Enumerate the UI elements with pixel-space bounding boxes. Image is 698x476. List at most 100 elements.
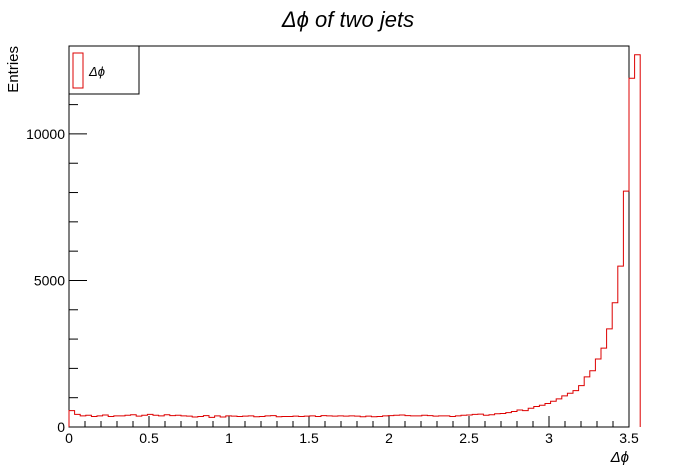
histogram-bin <box>489 415 495 427</box>
histogram-bin <box>467 415 473 427</box>
histogram-bin <box>119 416 125 427</box>
histogram-bin <box>461 415 467 427</box>
histogram-bin <box>114 416 120 427</box>
histogram-bin <box>523 411 529 427</box>
histogram-bin <box>601 348 607 427</box>
histogram-bin <box>310 416 316 427</box>
histogram-bin <box>433 416 439 427</box>
histogram-bin <box>635 55 641 427</box>
x-tick-label: 3.5 <box>619 430 639 446</box>
histogram-bin <box>383 416 389 427</box>
histogram-bin <box>629 78 635 427</box>
histogram-bin <box>321 416 327 427</box>
histogram-bin <box>539 405 545 427</box>
chart-title: Δϕ of two jets <box>281 7 414 32</box>
histogram-bin <box>556 399 562 427</box>
histogram-bin <box>254 417 260 427</box>
histogram-bin <box>551 401 557 427</box>
histogram-bin <box>293 416 299 427</box>
legend-swatch <box>72 52 84 89</box>
histogram-bin <box>444 416 450 427</box>
histogram-bin <box>483 415 489 427</box>
histogram-bin <box>332 416 338 427</box>
histogram-bin <box>388 416 394 427</box>
axes: 0 0.5 1 1.5 2 2.5 3 3.5 0 5000 10000 <box>26 45 639 446</box>
histogram-bin <box>131 415 137 427</box>
x-tick-label: 1 <box>225 430 233 446</box>
histogram-bin <box>478 414 484 427</box>
legend: Δϕ <box>68 45 140 95</box>
histogram-bin <box>170 416 176 427</box>
histogram-bin <box>203 416 209 427</box>
histogram-bin <box>343 416 349 427</box>
histogram-bin <box>237 416 243 427</box>
histogram-bin <box>276 417 282 427</box>
histogram-bin <box>355 416 361 427</box>
histogram-bin <box>595 359 601 427</box>
histogram-bin <box>534 406 540 427</box>
histogram-bin <box>618 266 624 427</box>
histogram-bin <box>590 371 596 427</box>
histogram-bin <box>366 416 372 427</box>
histogram-bin <box>97 416 103 427</box>
histogram-bin <box>377 416 383 427</box>
y-tick-label: 0 <box>57 419 65 435</box>
histogram-bin <box>265 416 271 427</box>
histogram-bin <box>159 416 165 427</box>
x-tick-label: 3 <box>545 430 553 446</box>
histogram-bin <box>282 416 288 427</box>
histogram-bin <box>125 415 131 427</box>
histogram-bin <box>528 408 534 427</box>
histogram-bin <box>399 415 405 427</box>
plot-frame <box>68 45 630 428</box>
histogram-bin <box>545 404 551 427</box>
histogram-bin <box>416 416 422 427</box>
legend-frame <box>68 45 140 95</box>
histogram-bin <box>612 303 618 427</box>
histogram-bin <box>405 416 411 427</box>
histogram-bin <box>567 393 573 427</box>
histogram-bin <box>271 416 277 427</box>
histogram-bin <box>327 416 333 427</box>
histogram-bin <box>511 411 517 427</box>
histogram-bin <box>209 417 215 427</box>
histogram-bin <box>506 413 512 427</box>
histogram-bin <box>450 416 456 427</box>
histogram-bin <box>215 416 221 427</box>
histogram-bin <box>495 414 501 427</box>
histogram-bin <box>136 416 142 427</box>
histogram-bin <box>259 416 265 427</box>
histogram-bin <box>394 415 400 427</box>
histogram-bin <box>231 416 237 427</box>
histogram-bin <box>243 416 249 427</box>
histogram-bin <box>192 417 198 427</box>
histogram-bin <box>607 329 613 427</box>
histogram-bin <box>108 416 114 427</box>
histogram-bin <box>304 416 310 427</box>
y-tick-label: 10000 <box>26 126 65 142</box>
histogram-bin <box>69 411 75 427</box>
y-axis-label: Entries <box>5 46 22 93</box>
histogram-outline <box>68 54 641 427</box>
x-tick-label: 0 <box>65 430 73 446</box>
histogram-bin <box>91 416 97 427</box>
y-tick-label: 5000 <box>34 272 65 288</box>
histogram-bin <box>103 415 109 427</box>
histogram-bin <box>371 417 377 427</box>
x-tick-label: 1.5 <box>299 430 319 446</box>
histogram-bin <box>500 414 506 427</box>
histogram-bin <box>248 416 254 427</box>
histogram-bin <box>142 415 148 427</box>
histogram-bin <box>584 377 590 427</box>
legend-label: Δϕ <box>88 64 105 79</box>
histogram-bin <box>579 386 585 427</box>
histogram-bin <box>562 396 568 427</box>
histogram-bin <box>422 415 428 427</box>
histogram-bin <box>427 416 433 427</box>
x-tick-label: 2 <box>385 430 393 446</box>
histogram-bin <box>349 416 355 427</box>
histogram-bin <box>573 391 579 427</box>
histogram-bin <box>198 416 204 427</box>
histogram-bin <box>360 417 366 427</box>
